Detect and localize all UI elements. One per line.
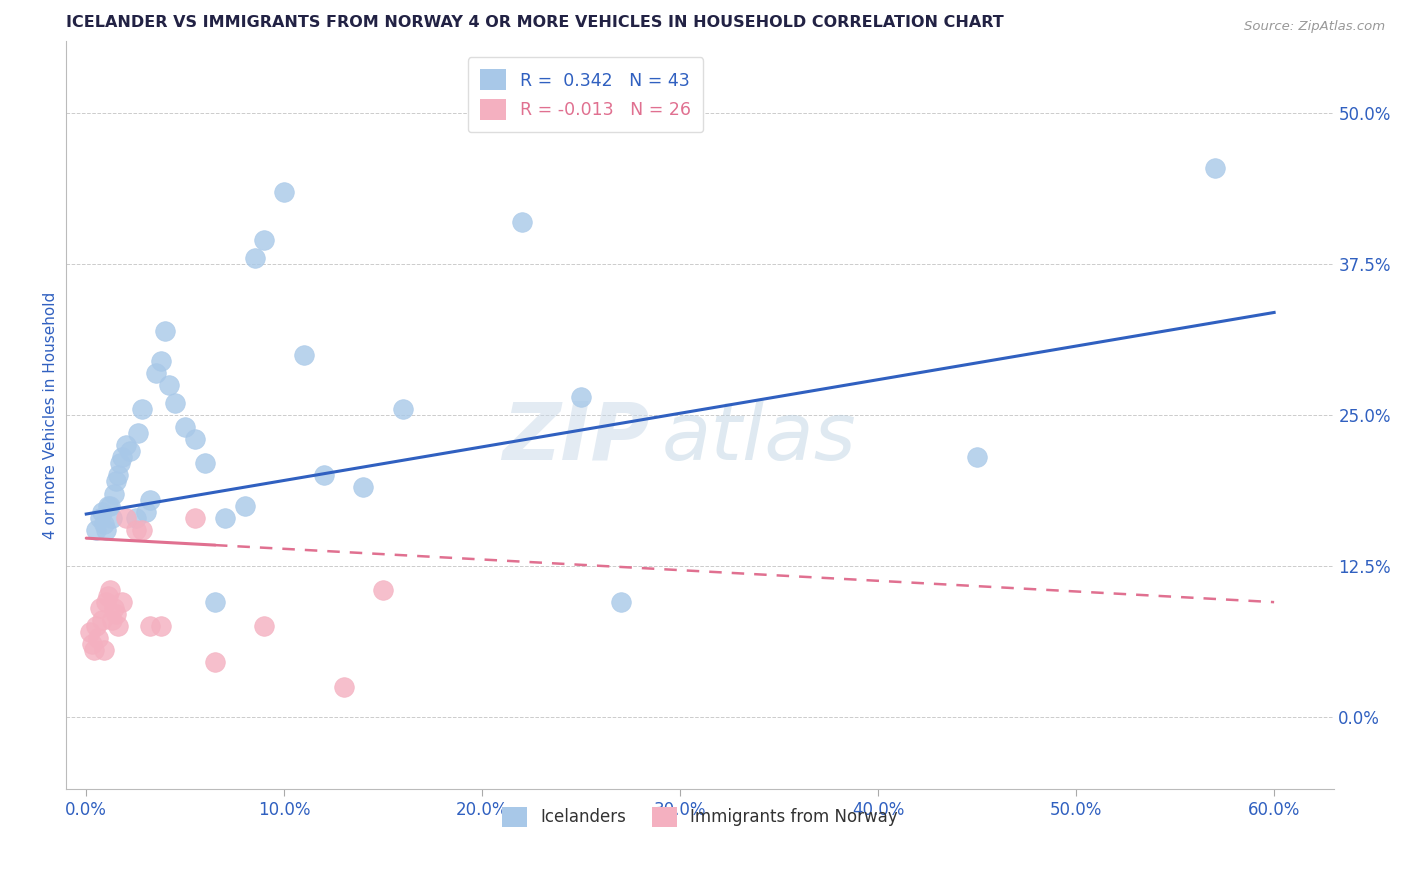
- Point: [89, 510, 111, 524]
- Point: [84, 523, 107, 537]
- Point: [253, 233, 276, 247]
- Point: [214, 510, 236, 524]
- Text: ZIP: ZIP: [502, 399, 650, 476]
- Point: [118, 444, 141, 458]
- Text: Source: ZipAtlas.com: Source: ZipAtlas.com: [1244, 20, 1385, 33]
- Point: [204, 595, 226, 609]
- Point: [103, 486, 125, 500]
- Point: [150, 353, 173, 368]
- Point: [91, 505, 114, 519]
- Point: [107, 468, 129, 483]
- Point: [373, 583, 395, 598]
- Point: [101, 613, 124, 627]
- Point: [89, 601, 111, 615]
- Point: [97, 499, 120, 513]
- Point: [352, 480, 374, 494]
- Point: [111, 450, 134, 465]
- Point: [165, 396, 187, 410]
- Point: [184, 510, 207, 524]
- Point: [966, 450, 988, 465]
- Point: [253, 619, 276, 633]
- Point: [79, 625, 101, 640]
- Point: [392, 402, 415, 417]
- Point: [332, 680, 354, 694]
- Point: [174, 420, 197, 434]
- Point: [93, 643, 115, 657]
- Point: [131, 523, 153, 537]
- Point: [157, 377, 180, 392]
- Point: [145, 366, 167, 380]
- Point: [204, 656, 226, 670]
- Point: [125, 510, 148, 524]
- Text: atlas: atlas: [662, 399, 856, 476]
- Point: [101, 510, 124, 524]
- Point: [115, 438, 138, 452]
- Point: [150, 619, 173, 633]
- Point: [82, 637, 104, 651]
- Point: [312, 468, 335, 483]
- Point: [194, 456, 217, 470]
- Point: [87, 632, 110, 646]
- Point: [103, 601, 125, 615]
- Point: [111, 595, 134, 609]
- Point: [243, 251, 266, 265]
- Point: [107, 619, 129, 633]
- Point: [273, 185, 295, 199]
- Point: [233, 499, 256, 513]
- Point: [135, 505, 157, 519]
- Point: [115, 510, 138, 524]
- Legend: Icelanders, Immigrants from Norway: Icelanders, Immigrants from Norway: [492, 797, 907, 837]
- Point: [131, 402, 153, 417]
- Point: [138, 619, 160, 633]
- Point: [94, 523, 117, 537]
- Point: [610, 595, 633, 609]
- Point: [108, 456, 131, 470]
- Point: [94, 595, 117, 609]
- Point: [184, 432, 207, 446]
- Point: [104, 475, 127, 489]
- Point: [98, 583, 121, 598]
- Point: [127, 426, 149, 441]
- Point: [569, 390, 592, 404]
- Text: ICELANDER VS IMMIGRANTS FROM NORWAY 4 OR MORE VEHICLES IN HOUSEHOLD CORRELATION : ICELANDER VS IMMIGRANTS FROM NORWAY 4 OR…: [66, 15, 1004, 30]
- Point: [84, 619, 107, 633]
- Point: [1204, 161, 1226, 175]
- Point: [292, 348, 315, 362]
- Point: [97, 589, 120, 603]
- Point: [510, 215, 533, 229]
- Point: [155, 324, 177, 338]
- Point: [91, 613, 114, 627]
- Point: [93, 516, 115, 531]
- Point: [98, 499, 121, 513]
- Y-axis label: 4 or more Vehicles in Household: 4 or more Vehicles in Household: [44, 292, 58, 539]
- Point: [83, 643, 105, 657]
- Point: [104, 607, 127, 622]
- Point: [138, 492, 160, 507]
- Point: [125, 523, 148, 537]
